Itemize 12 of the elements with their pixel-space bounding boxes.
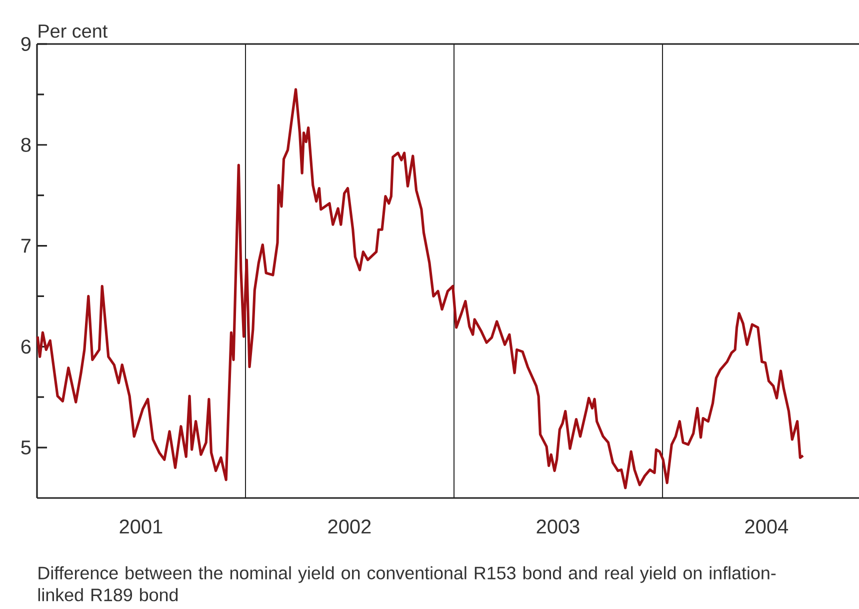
y-tick-label: 5 bbox=[21, 440, 31, 454]
x-tick-label: 2001 bbox=[120, 520, 162, 534]
x-tick-label: 2002 bbox=[328, 520, 371, 534]
x-tick-label: 2003 bbox=[536, 520, 580, 534]
y-tick-label: 6 bbox=[21, 340, 31, 354]
x-tick-label: 2004 bbox=[745, 520, 788, 534]
y-tick-label: 8 bbox=[21, 138, 31, 152]
text: Difference between the nominal yield on conventional R153 bond and real yield on inflation-linked R189 bond bbox=[38, 566, 776, 602]
y-tick-label: 9 bbox=[21, 36, 31, 52]
y-axis-title: Per cent bbox=[38, 24, 108, 38]
line-series bbox=[36, 88, 804, 490]
y-tick-label: 7 bbox=[21, 238, 30, 253]
